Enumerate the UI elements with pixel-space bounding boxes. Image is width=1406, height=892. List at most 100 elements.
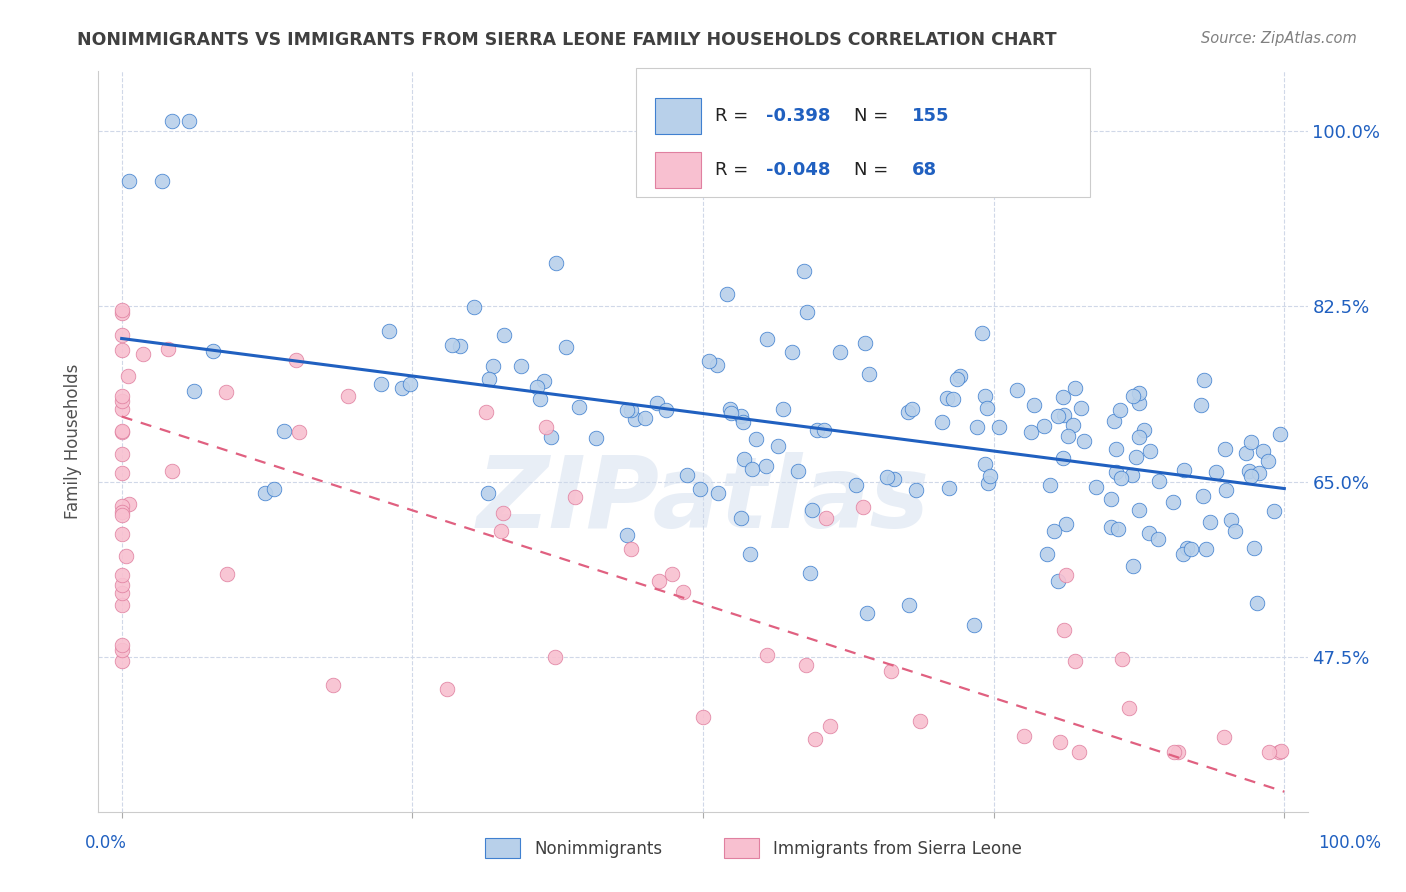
Point: [1194, 372, 1216, 386]
Point: [949, 369, 972, 384]
Point: [620, 403, 643, 417]
Point: [263, 482, 285, 496]
Point: [118, 174, 141, 188]
Point: [177, 114, 200, 128]
Point: [1191, 489, 1213, 503]
Point: [509, 359, 531, 373]
Point: [1125, 450, 1147, 464]
Point: [111, 505, 134, 519]
Point: [755, 332, 778, 346]
Point: [1268, 427, 1291, 442]
Point: [1243, 541, 1265, 555]
Point: [718, 401, 741, 416]
Point: [1105, 442, 1128, 456]
Point: [1246, 596, 1268, 610]
Point: [288, 425, 311, 440]
Point: [111, 327, 134, 342]
Point: [692, 709, 714, 723]
Point: [1257, 454, 1279, 468]
Point: [1054, 516, 1077, 531]
Point: [987, 420, 1010, 434]
Point: [111, 598, 134, 612]
Point: [970, 326, 993, 341]
Point: [1163, 745, 1185, 759]
Point: [730, 409, 752, 424]
Point: [818, 719, 841, 733]
Point: [118, 497, 141, 511]
Point: [201, 343, 224, 358]
Point: [1121, 467, 1143, 482]
Text: ZIPatlas: ZIPatlas: [477, 452, 929, 549]
Point: [672, 585, 695, 599]
Point: [1212, 730, 1234, 744]
Point: [1258, 745, 1281, 759]
Text: -0.398: -0.398: [766, 107, 831, 125]
Point: [856, 607, 879, 621]
Point: [481, 359, 503, 373]
Point: [1213, 442, 1236, 456]
Point: [620, 542, 643, 557]
Point: [111, 447, 134, 461]
Point: [391, 381, 413, 395]
Point: [463, 300, 485, 314]
Point: [1046, 409, 1069, 424]
Point: [399, 376, 422, 391]
Text: R =: R =: [716, 161, 754, 178]
Point: [111, 586, 134, 600]
Text: Immigrants from Sierra Leone: Immigrants from Sierra Leone: [773, 840, 1022, 858]
Point: [1180, 542, 1202, 557]
Point: [977, 475, 1000, 490]
Point: [897, 405, 920, 419]
Text: 0.0%: 0.0%: [84, 834, 127, 852]
Point: [534, 420, 557, 434]
Point: [766, 439, 789, 453]
Point: [979, 469, 1001, 483]
Point: [1052, 409, 1074, 423]
Point: [111, 425, 134, 440]
Point: [882, 473, 904, 487]
Point: [111, 401, 134, 416]
Point: [1122, 559, 1144, 574]
Point: [1111, 652, 1133, 666]
Point: [1108, 403, 1130, 417]
Point: [880, 664, 903, 678]
Point: [132, 347, 155, 361]
Point: [1128, 430, 1150, 444]
Point: [449, 339, 471, 353]
Point: [1205, 466, 1227, 480]
Point: [568, 400, 591, 414]
Point: [1049, 735, 1071, 749]
Point: [756, 648, 779, 662]
Point: [1128, 385, 1150, 400]
Point: [1267, 745, 1289, 759]
Point: [477, 485, 499, 500]
Point: [1161, 495, 1184, 509]
Point: [1251, 444, 1274, 458]
Point: [336, 389, 359, 403]
Point: [1057, 428, 1080, 442]
Point: [793, 263, 815, 277]
Point: [853, 336, 876, 351]
Point: [585, 431, 607, 445]
Point: [661, 566, 683, 581]
Point: [716, 287, 738, 301]
Point: [858, 367, 880, 381]
Point: [655, 402, 678, 417]
Text: NONIMMIGRANTS VS IMMIGRANTS FROM SIERRA LEONE FAMILY HOUSEHOLDS CORRELATION CHAR: NONIMMIGRANTS VS IMMIGRANTS FROM SIERRA …: [77, 31, 1057, 49]
Point: [1240, 469, 1263, 483]
Point: [1014, 729, 1036, 743]
Point: [111, 578, 134, 592]
Point: [285, 353, 308, 368]
Point: [111, 306, 134, 320]
Point: [1199, 515, 1222, 529]
Point: [772, 402, 794, 417]
Point: [117, 369, 139, 384]
Point: [813, 423, 835, 437]
Y-axis label: Family Households: Family Households: [65, 364, 83, 519]
Point: [478, 372, 501, 386]
Text: 68: 68: [912, 161, 938, 178]
Point: [697, 353, 720, 368]
Point: [938, 481, 960, 495]
Point: [616, 527, 638, 541]
Point: [1122, 389, 1144, 403]
